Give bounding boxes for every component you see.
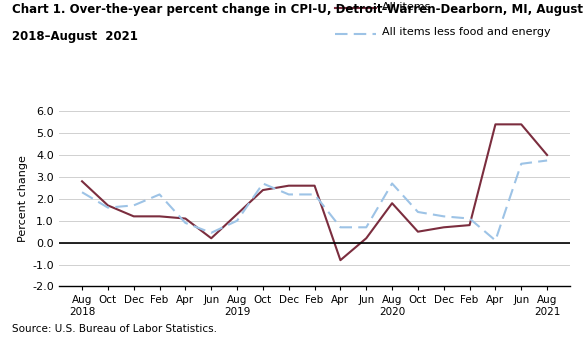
Y-axis label: Percent change: Percent change — [18, 155, 28, 242]
Text: All items: All items — [382, 2, 430, 12]
Text: Chart 1. Over-the-year percent change in CPI-U, Detroit-Warren-Dearborn, MI, Aug: Chart 1. Over-the-year percent change in… — [12, 3, 583, 17]
Text: 2018–August  2021: 2018–August 2021 — [12, 30, 138, 43]
Text: All items less food and energy: All items less food and energy — [382, 27, 551, 37]
Text: Source: U.S. Bureau of Labor Statistics.: Source: U.S. Bureau of Labor Statistics. — [12, 324, 217, 334]
